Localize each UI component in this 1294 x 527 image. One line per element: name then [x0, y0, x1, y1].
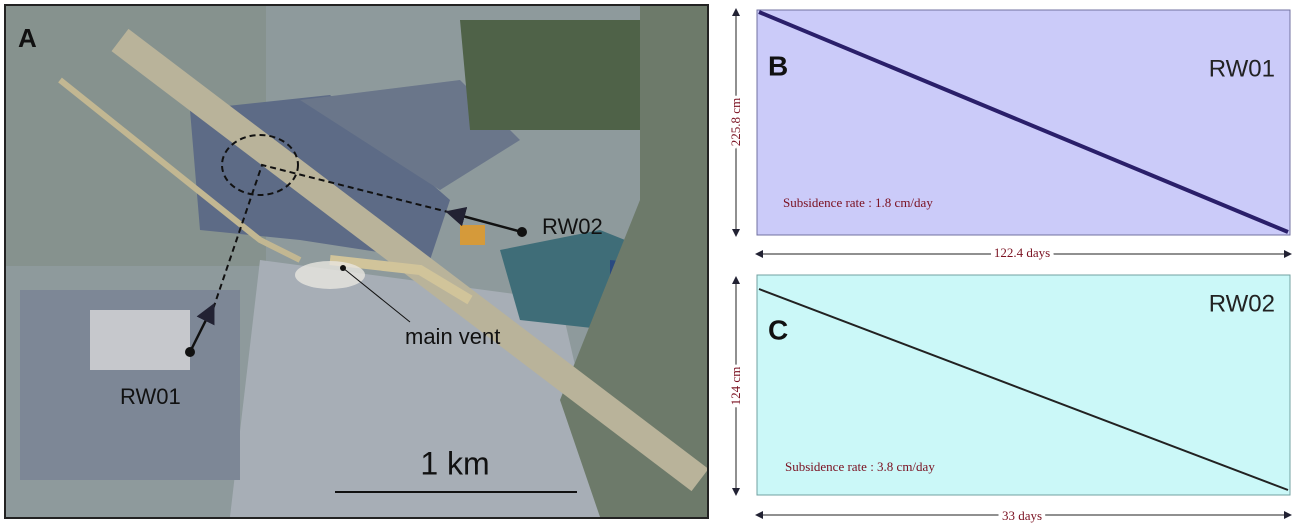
vent-label: main vent	[405, 324, 500, 349]
rate-label: Subsidence rate : 3.8 cm/day	[785, 459, 935, 474]
page: {"panel_a": {"letter": "A", "well_1": "R…	[0, 0, 1294, 527]
satellite-image	[6, 6, 707, 517]
scale-label: 1 km	[420, 445, 489, 481]
duration-label: 33 days	[1002, 508, 1042, 523]
well-label: RW01	[1209, 55, 1275, 82]
duration-label: 122.4 days	[994, 245, 1050, 260]
panel-letter: B	[768, 50, 788, 81]
figure: A RW01 RW02 main vent 1 km B RW01 Subsid…	[0, 0, 1294, 527]
well-label: RW02	[1209, 290, 1275, 317]
height-label: 225.8 cm	[728, 98, 743, 146]
well-label: RW02	[542, 214, 603, 239]
well-dot	[185, 347, 195, 357]
rate-label: Subsidence rate : 1.8 cm/day	[783, 195, 933, 210]
well-label: RW01	[120, 384, 181, 409]
height-label: 124 cm	[728, 367, 743, 406]
panel-letter: A	[18, 23, 37, 53]
well-dot	[517, 227, 527, 237]
panel-letter: C	[768, 314, 788, 345]
